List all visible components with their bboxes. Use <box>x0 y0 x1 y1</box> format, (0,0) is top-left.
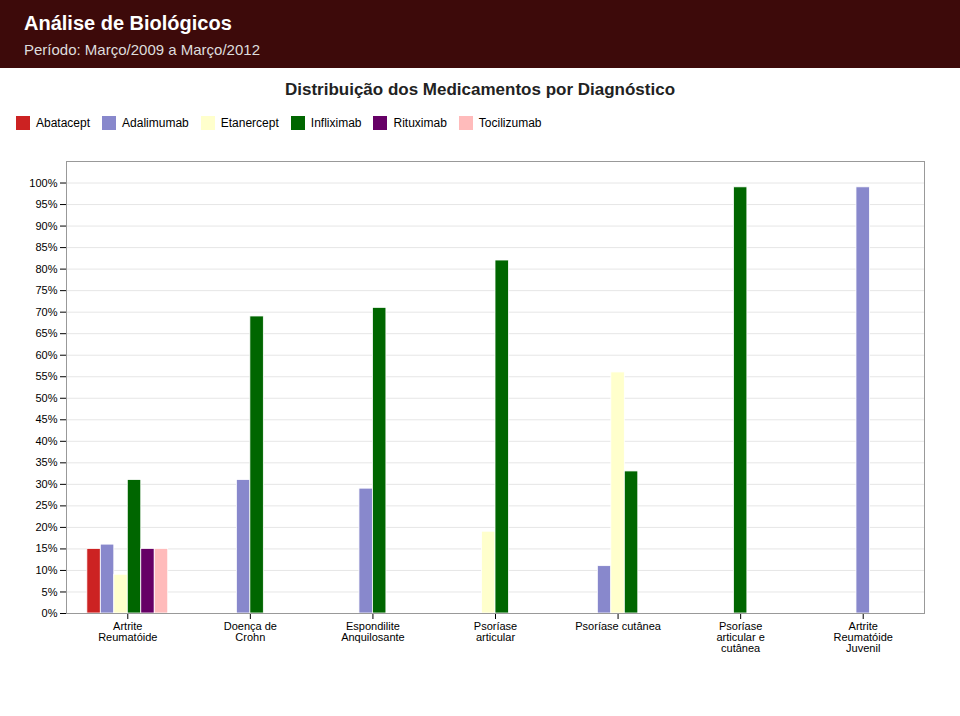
svg-text:75%: 75% <box>35 284 57 296</box>
svg-text:35%: 35% <box>35 456 57 468</box>
svg-text:70%: 70% <box>35 306 57 318</box>
svg-text:Psoríasearticular ecutânea: Psoríasearticular ecutânea <box>716 620 764 654</box>
svg-text:95%: 95% <box>35 198 57 210</box>
html-text:Infliximab: Infliximab <box>310 115 362 130</box>
svg-text:Psoríasearticular: Psoríasearticular <box>474 620 517 643</box>
svg-text:20%: 20% <box>35 521 57 533</box>
svg-text:30%: 30% <box>35 478 57 490</box>
svg-text:100%: 100% <box>29 177 57 189</box>
svg-text:15%: 15% <box>35 542 57 554</box>
html-text:Etanercept: Etanercept <box>220 115 279 130</box>
html-text:Adalimumab: Adalimumab <box>122 115 189 130</box>
svg-text:EspondiliteAnquilosante: EspondiliteAnquilosante <box>341 620 405 643</box>
svg-text:60%: 60% <box>35 349 57 361</box>
html-text:Abatacept: Abatacept <box>36 115 90 130</box>
html-text:Período: Março/2009 a Março/20: Período: Março/2009 a Março/2012 <box>24 41 260 58</box>
html-text:Tocilizumab: Tocilizumab <box>478 115 542 130</box>
html-text:Distribuição dos Medicamentos: Distribuição dos Medicamentos por Diagnó… <box>284 80 676 99</box>
svg-text:Doença deCrohn: Doença deCrohn <box>224 620 277 643</box>
html-text:Rituximab: Rituximab <box>393 115 447 130</box>
svg-text:45%: 45% <box>35 413 57 425</box>
svg-text:ArtriteReumatóide: ArtriteReumatóide <box>98 620 157 643</box>
svg-text:55%: 55% <box>35 370 57 382</box>
svg-text:0%: 0% <box>42 607 58 619</box>
svg-text:65%: 65% <box>35 327 57 339</box>
svg-text:5%: 5% <box>42 585 58 597</box>
svg-text:25%: 25% <box>35 499 57 511</box>
svg-text:10%: 10% <box>35 564 57 576</box>
svg-text:Psoríase cutânea: Psoríase cutânea <box>575 620 661 632</box>
svg-text:50%: 50% <box>35 392 57 404</box>
svg-text:40%: 40% <box>35 435 57 447</box>
svg-text:80%: 80% <box>35 263 57 275</box>
html-text:Análise de Biológicos: Análise de Biológicos <box>24 12 232 34</box>
svg-text:90%: 90% <box>35 220 57 232</box>
svg-text:ArtriteReumatóideJuvenil: ArtriteReumatóideJuvenil <box>834 620 893 654</box>
svg-text:85%: 85% <box>35 241 57 253</box>
